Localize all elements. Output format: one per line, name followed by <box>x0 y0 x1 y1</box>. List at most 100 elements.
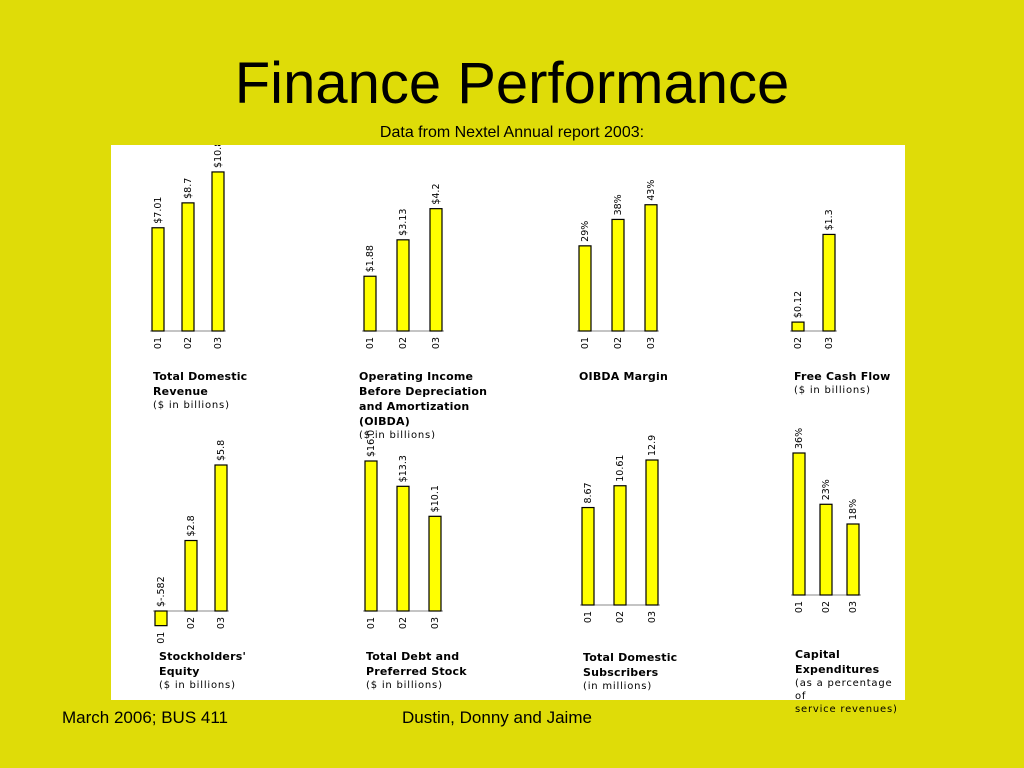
bar-value-label: 8.67 <box>583 482 594 503</box>
bar-value-label: 43% <box>646 180 657 201</box>
bar-value-label: $10.1 <box>430 485 441 512</box>
chart-caption-capex: Capital Expenditures (as a percentage of… <box>795 647 905 716</box>
category-tick-label: 02 <box>821 601 832 613</box>
bar-value-label: 18% <box>848 499 859 520</box>
footer-date-course: March 2006; BUS 411 <box>62 708 228 727</box>
bar <box>792 452 806 596</box>
category-tick-label: 01 <box>153 337 164 349</box>
chart-caption-equity: Stockholders' Equity ($ in billions) <box>159 649 246 692</box>
chart-caption-revenue: Total Domestic Revenue ($ in billions) <box>153 369 247 412</box>
bar <box>645 459 659 606</box>
category-tick-label: 03 <box>213 337 224 349</box>
caption-unit: ($ in billions) <box>794 385 871 396</box>
category-tick-label: 01 <box>794 601 805 613</box>
bar-value-label: 23% <box>821 479 832 500</box>
caption-line: Preferred Stock <box>366 665 467 678</box>
category-tick-label: 02 <box>613 337 624 349</box>
bar-value-label: $1.88 <box>365 245 376 272</box>
charts-panel: $7.01 01 $8.7 02 $10.8 03 $1.88 01 $3.13 02 $4.2 03… <box>111 145 905 715</box>
caption-line: Total Debt and <box>366 650 460 663</box>
bar-value-label: $3.13 <box>398 209 409 236</box>
bar-value-label: $0.12 <box>793 291 804 318</box>
bar-value-label: $7.01 <box>153 197 164 224</box>
caption-line: OIBDA Margin <box>579 370 668 383</box>
caption-unit: service revenues) <box>795 704 898 715</box>
slide-subtitle: Data from Nextel Annual report 2003: <box>379 124 645 141</box>
bar-value-label: $13.3 <box>398 455 409 482</box>
bar-value-label: 10.61 <box>615 455 626 482</box>
category-tick-label: 01 <box>583 611 594 623</box>
chart-caption-oibda: Operating Income Before Depreciation and… <box>359 369 487 439</box>
bar <box>211 171 225 332</box>
bar <box>184 539 198 612</box>
bar-value-label: 12.9 <box>647 435 658 456</box>
category-tick-label: 02 <box>183 337 194 349</box>
bar-value-label: 29% <box>580 221 591 242</box>
category-tick-label: 02 <box>398 617 409 629</box>
bar <box>214 464 228 612</box>
bar <box>181 202 195 332</box>
category-tick-label: 01 <box>156 632 167 644</box>
bar <box>151 227 165 332</box>
bar-value-label: 38% <box>613 194 624 215</box>
caption-line: Revenue <box>153 385 209 398</box>
footer-authors: Dustin, Donny and Jaime <box>402 708 592 727</box>
caption-line: Total Domestic <box>583 651 678 664</box>
category-tick-label: 01 <box>365 337 376 349</box>
category-tick-label: 03 <box>216 617 227 629</box>
bar <box>396 485 410 612</box>
bar <box>429 208 443 332</box>
caption-line: Operating Income <box>359 370 474 383</box>
chart-caption-debt: Total Debt and Preferred Stock ($ in bil… <box>366 649 467 692</box>
caption-unit: ($ in billions) <box>359 430 436 439</box>
bar <box>363 275 377 332</box>
bar <box>578 245 592 332</box>
category-tick-label: 03 <box>647 611 658 623</box>
caption-unit: ($ in billions) <box>153 400 230 411</box>
bar-value-label: $16.0 <box>366 430 377 457</box>
bar-value-label: $5.8 <box>216 440 227 461</box>
caption-line: (OIBDA) <box>359 415 410 428</box>
caption-unit: ($ in billions) <box>366 680 443 691</box>
bar <box>819 503 833 596</box>
bar <box>364 460 378 612</box>
bar-value-label: 36% <box>794 428 805 449</box>
caption-line: Stockholders' <box>159 650 247 663</box>
category-tick-label: 03 <box>430 617 441 629</box>
caption-line: Total Domestic <box>153 370 248 383</box>
caption-line: Free Cash Flow <box>794 370 891 383</box>
caption-unit: (in millions) <box>583 681 653 692</box>
bar <box>644 204 658 332</box>
bar <box>611 218 625 332</box>
caption-unit: ($ in billions) <box>159 680 236 691</box>
category-tick-label: 03 <box>824 337 835 349</box>
chart-caption-free-cash-flow: Free Cash Flow ($ in billions) <box>794 369 891 397</box>
category-tick-label: 02 <box>186 617 197 629</box>
category-tick-label: 02 <box>615 611 626 623</box>
caption-line: Capital <box>795 648 840 661</box>
category-tick-label: 02 <box>793 337 804 349</box>
category-tick-label: 02 <box>398 337 409 349</box>
category-tick-label: 01 <box>580 337 591 349</box>
bar <box>822 233 836 332</box>
category-tick-label: 01 <box>366 617 377 629</box>
bar-value-label: $-.582 <box>156 576 167 607</box>
slide-title: Finance Performance <box>234 51 790 116</box>
category-tick-label: 03 <box>646 337 657 349</box>
caption-unit: (as a percentage of <box>795 678 893 702</box>
bar <box>428 515 442 612</box>
bar-value-label: $2.8 <box>186 515 197 536</box>
bar <box>581 506 595 606</box>
chart-caption-subscribers: Total Domestic Subscribers (in millions) <box>583 650 677 693</box>
caption-line: Expenditures <box>795 663 880 676</box>
chart-caption-oibda-margin: OIBDA Margin <box>579 369 668 384</box>
bar-value-label: $1.3 <box>824 209 835 230</box>
bar <box>791 321 805 332</box>
bar <box>613 485 627 606</box>
bar-value-label: $8.7 <box>183 178 194 199</box>
caption-line: Equity <box>159 665 200 678</box>
caption-line: Subscribers <box>583 666 659 679</box>
caption-line: and Amortization <box>359 400 470 413</box>
category-tick-label: 03 <box>848 601 859 613</box>
bar-value-label: $4.2 <box>431 183 442 204</box>
